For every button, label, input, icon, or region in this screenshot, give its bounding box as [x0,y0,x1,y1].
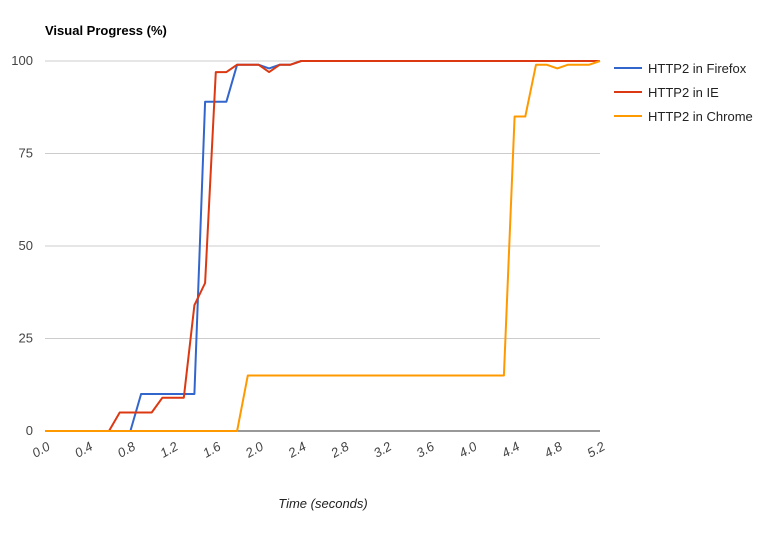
x-tick-label: 3.2 [371,438,395,460]
legend-label: HTTP2 in IE [648,85,719,100]
x-tick-label: 2.8 [327,438,352,461]
y-tick-label: 100 [11,53,33,68]
x-axis-label: Time (seconds) [278,496,367,511]
x-tick-label: 0.0 [29,438,53,460]
series-line-1[interactable] [45,60,600,432]
y-tick-label: 75 [19,146,33,161]
x-tick-label: 2.4 [285,439,309,462]
series-line-2[interactable] [45,60,601,432]
legend-label: HTTP2 in Firefox [648,61,747,76]
x-tick-label: 1.6 [200,438,224,460]
legend: HTTP2 in Firefox HTTP2 in IE HTTP2 in Chro… [614,61,753,124]
y-tick-label: 0 [26,423,33,438]
x-tick-label: 0.4 [72,439,95,461]
series-lines [45,60,601,432]
x-tick-label: 3.6 [414,438,438,460]
x-tick-label: 4.4 [499,439,522,461]
y-tick-label: 50 [19,238,33,253]
x-tick-label: 2.0 [242,438,267,461]
y-tick-label: 25 [19,331,33,346]
x-tick-label: 0.8 [115,438,139,460]
x-tick-label: 4.8 [542,438,566,460]
x-tick-label: 1.2 [157,438,181,460]
y-axis-ticks: 0 25 50 75 100 [11,53,33,438]
chart-title: Visual Progress (%) [45,23,167,38]
x-axis-ticks: 0.0 0.4 0.8 1.2 1.6 2.0 2.4 2.8 3.2 3.6 4.0 4.4 4.8 5… [29,438,608,461]
x-tick-label: 5.2 [584,438,608,460]
legend-label: HTTP2 in Chrome [648,109,753,124]
x-tick-label: 4.0 [456,438,480,460]
